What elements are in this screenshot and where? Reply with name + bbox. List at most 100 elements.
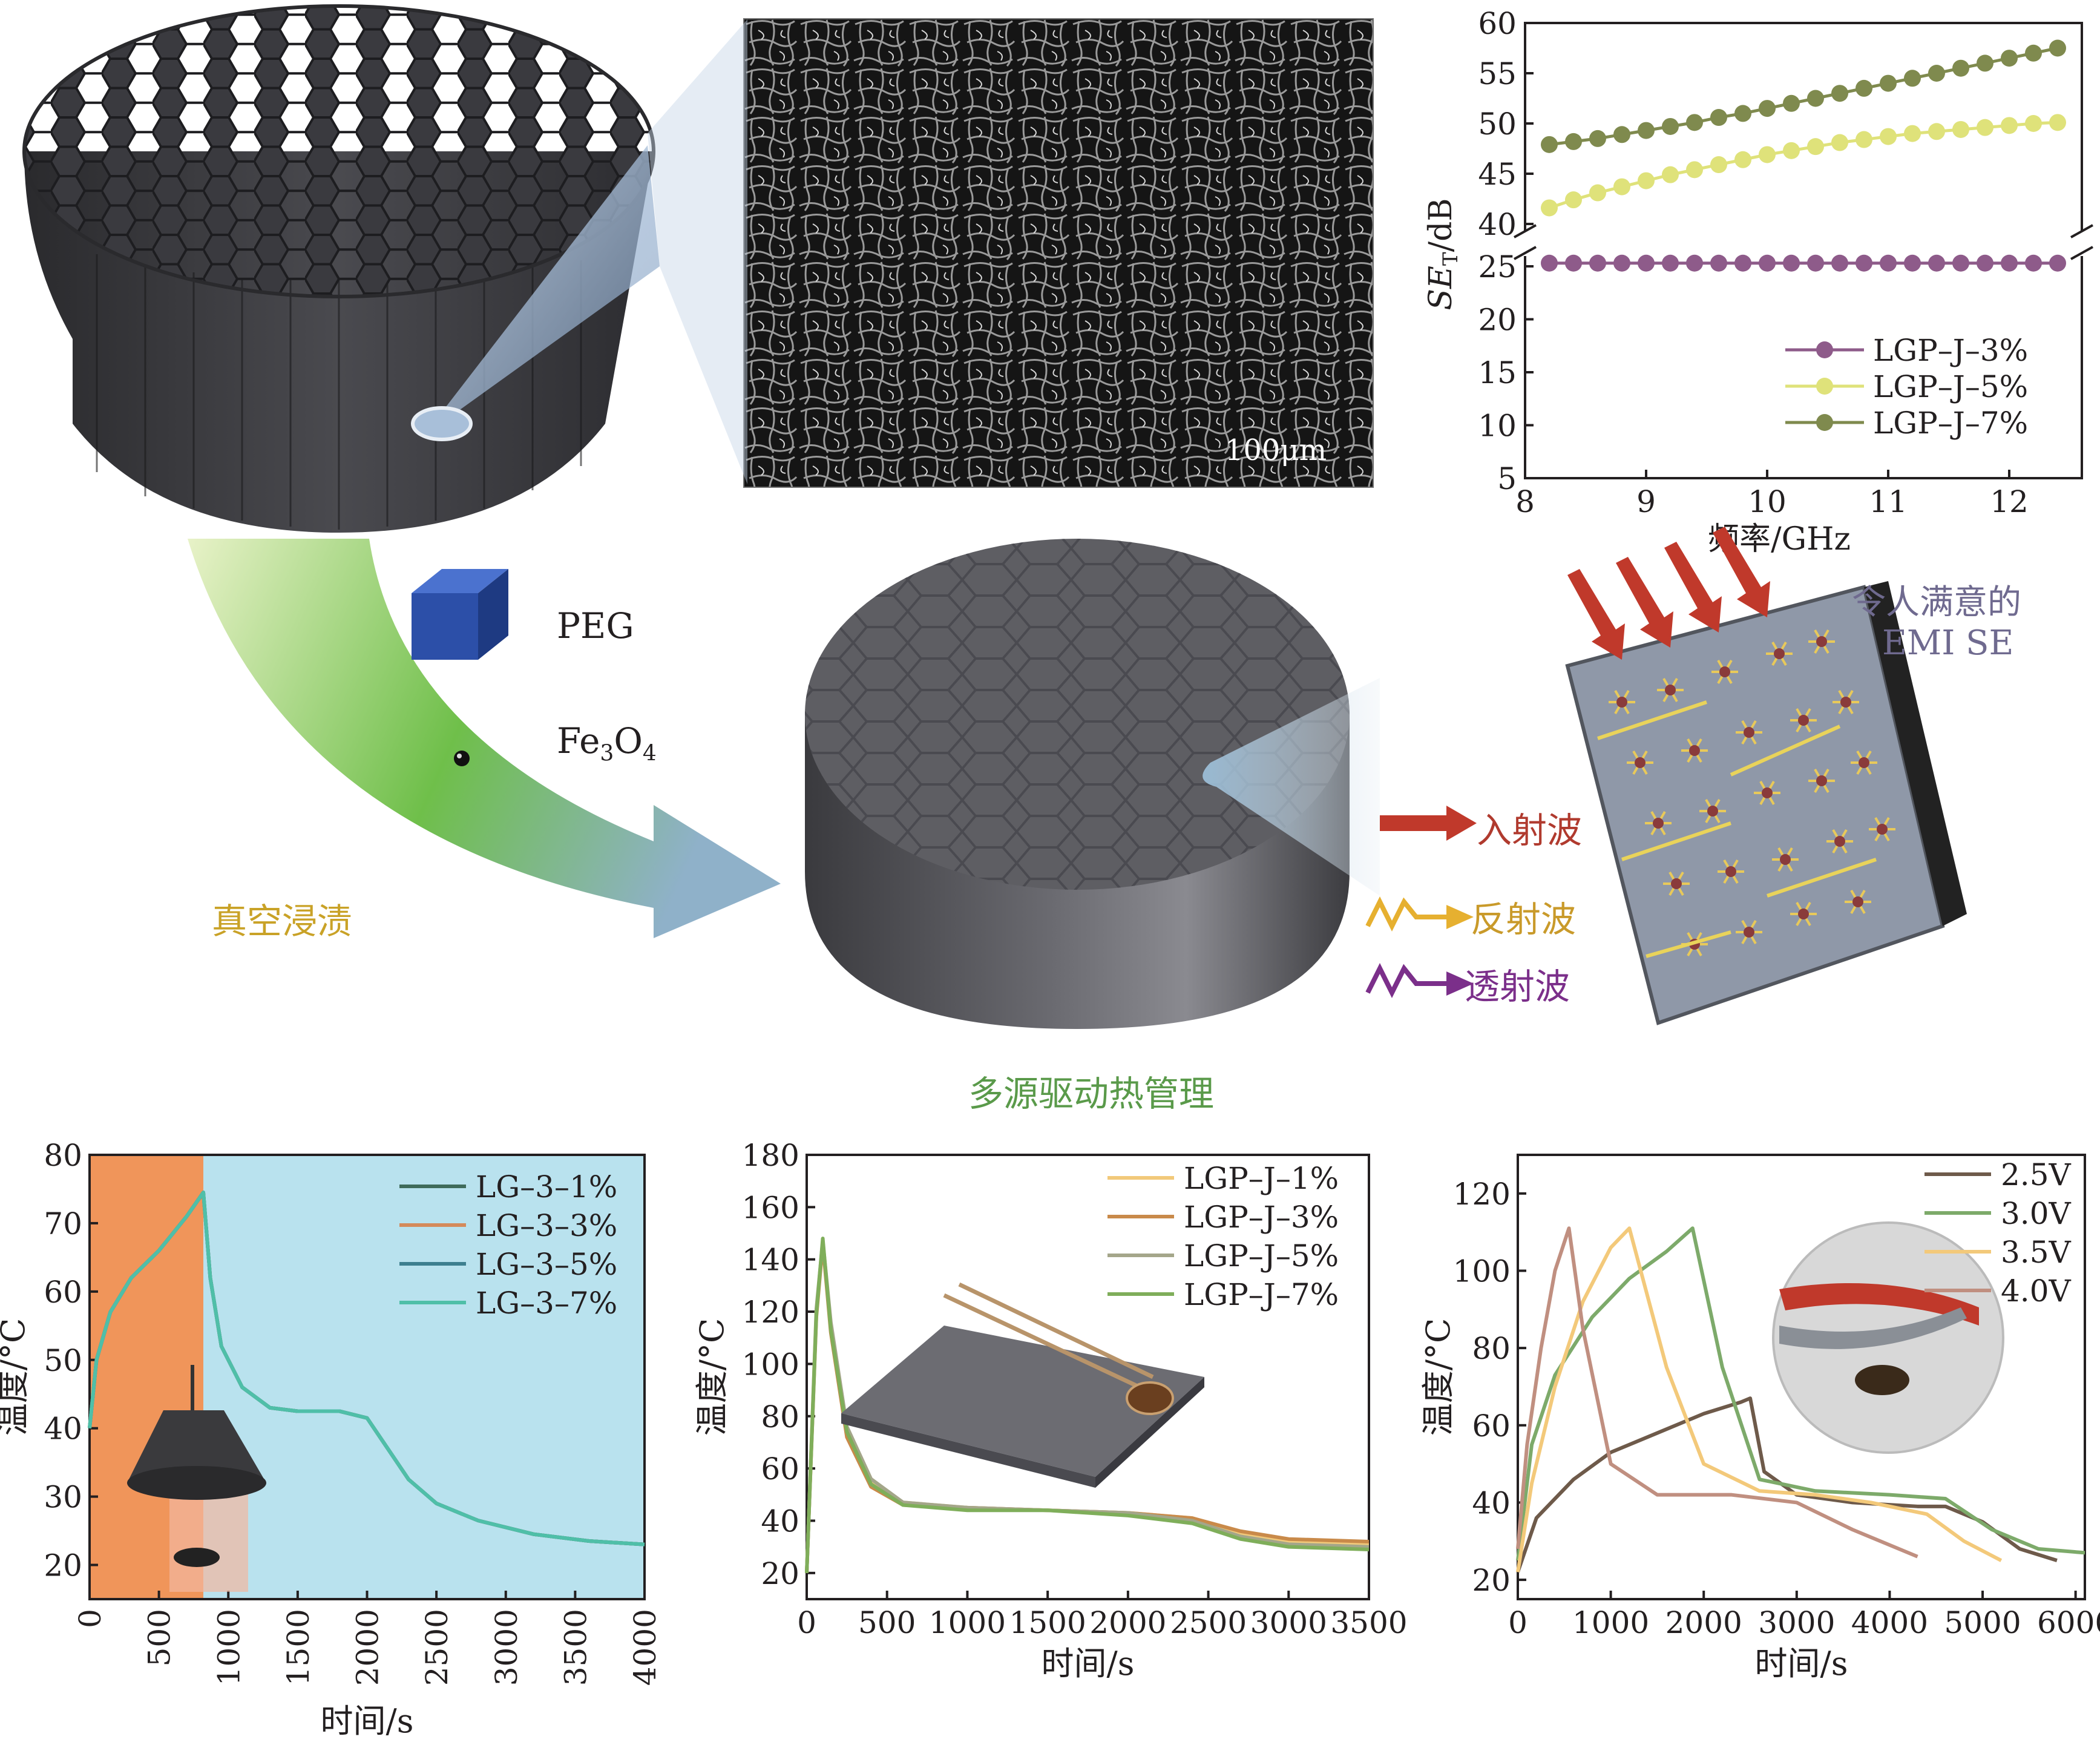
x-tick-label: 11 bbox=[1869, 484, 1908, 519]
legend-marker bbox=[1816, 341, 1833, 358]
slab-particle bbox=[1834, 836, 1845, 847]
data-point bbox=[1589, 254, 1606, 272]
data-point bbox=[1831, 254, 1848, 272]
x-tick-label: 4000 bbox=[1851, 1605, 1928, 1640]
data-point bbox=[1928, 123, 1945, 140]
data-point bbox=[1613, 178, 1630, 196]
data-point bbox=[1977, 54, 1993, 72]
data-point bbox=[2049, 114, 2066, 131]
x-tick-label: 6000 bbox=[2037, 1605, 2100, 1640]
y-tick-label: 60 bbox=[44, 1275, 82, 1310]
x-tick-label: 1000 bbox=[211, 1609, 246, 1686]
data-point bbox=[2049, 39, 2066, 57]
y-tick-label: 20 bbox=[44, 1548, 82, 1583]
x-tick-label: 2500 bbox=[1170, 1605, 1247, 1640]
x-tick-label: 5000 bbox=[1944, 1605, 2021, 1640]
y-axis-label: SET/dB bbox=[1423, 198, 1463, 310]
x-tick-label: 9 bbox=[1636, 484, 1656, 519]
data-point bbox=[1904, 125, 1921, 142]
heat-driven-chart: 20 40 60 80 100 120 140 160 180 0 500 1000 1500 2000 2… bbox=[693, 1138, 1408, 1683]
slab-particle bbox=[1798, 909, 1809, 919]
electric-plate bbox=[1779, 1307, 1967, 1349]
slab-particle bbox=[1774, 648, 1785, 659]
data-point bbox=[2001, 254, 2018, 272]
peg-label: PEG bbox=[557, 605, 634, 646]
legend-label: LG–3–5% bbox=[476, 1247, 617, 1282]
data-point bbox=[1977, 119, 1993, 136]
y-axis-label: 温度/°C bbox=[1419, 1318, 1457, 1436]
y-tick-label: 10 bbox=[1478, 409, 1517, 444]
y-tick-label: 80 bbox=[1472, 1331, 1511, 1366]
fe3o4-o: O bbox=[614, 720, 643, 761]
legend-label: 2.5V bbox=[2001, 1157, 2072, 1192]
x-axis-label: 时间/s bbox=[1042, 1645, 1135, 1683]
heating-wire bbox=[1779, 1283, 1979, 1326]
y-tick-label: 20 bbox=[1478, 303, 1517, 338]
data-point bbox=[1904, 254, 1921, 272]
transmitted-wave-label: 透射波 bbox=[1465, 966, 1570, 1007]
data-point bbox=[1952, 254, 1969, 272]
legend-label: LGP–J–3% bbox=[1873, 333, 2028, 368]
slab-particle bbox=[1744, 927, 1754, 938]
lamp-base bbox=[127, 1466, 266, 1500]
data-point bbox=[1589, 184, 1606, 202]
data-point bbox=[2025, 115, 2042, 132]
sample-icon bbox=[1126, 1381, 1174, 1415]
y-tick-label: 40 bbox=[44, 1411, 82, 1447]
thermal-management-title: 多源驱动热管理 bbox=[968, 1073, 1215, 1114]
data-point bbox=[1856, 254, 1872, 272]
data-point bbox=[2001, 50, 2018, 67]
slab-fiber bbox=[1730, 725, 1841, 777]
series-line bbox=[1549, 47, 2058, 146]
y-axis-label: 温度/°C bbox=[693, 1318, 731, 1436]
light-plot-area: 20 30 40 50 60 70 80 0 500 1000 1500 2000 2500 3000 35… bbox=[0, 1138, 663, 1740]
data-point bbox=[1734, 151, 1751, 168]
y-tick-label: 25 bbox=[1478, 249, 1517, 284]
x-tick-label: 2500 bbox=[419, 1609, 454, 1686]
slab-particle bbox=[1762, 787, 1773, 798]
slab-fiber bbox=[1646, 930, 1731, 958]
slab-particle bbox=[1725, 866, 1736, 877]
series-line bbox=[1516, 1226, 2085, 1561]
data-point bbox=[1710, 156, 1727, 174]
light-driven-chart: 20 30 40 50 60 70 80 0 500 1000 1500 2000 2500 3000 35… bbox=[0, 1138, 663, 1740]
legend-label: LG–3–7% bbox=[476, 1286, 617, 1321]
x-tick-label: 2000 bbox=[1665, 1605, 1742, 1640]
reflected-wave-label: 反射波 bbox=[1471, 899, 1577, 940]
y-tick-label: 160 bbox=[742, 1190, 799, 1225]
emi-result-line2: EMI SE bbox=[1882, 623, 2014, 663]
data-point bbox=[2025, 254, 2042, 272]
y-tick-label: 55 bbox=[1478, 56, 1517, 91]
sample-icon bbox=[174, 1548, 220, 1567]
data-point bbox=[1807, 138, 1824, 156]
data-point bbox=[1759, 146, 1776, 163]
data-point bbox=[1783, 94, 1800, 112]
data-point bbox=[1928, 65, 1945, 82]
y-tick-label: 20 bbox=[1472, 1563, 1511, 1598]
y-tick-label: 140 bbox=[742, 1243, 799, 1278]
y-tick-label: 45 bbox=[1478, 157, 1517, 192]
y-tick-label: 40 bbox=[1478, 207, 1517, 242]
x-tick-label: 1000 bbox=[1572, 1605, 1649, 1640]
data-point bbox=[1613, 254, 1630, 272]
incident-wave-label: 入射波 bbox=[1477, 810, 1583, 851]
x-axis-label: 时间/s bbox=[321, 1702, 414, 1740]
y-tick-label: 120 bbox=[742, 1295, 799, 1330]
fe3o4-label: Fe3O4 bbox=[557, 720, 657, 766]
data-point bbox=[1759, 254, 1776, 272]
slab-particle bbox=[1859, 757, 1869, 768]
data-point bbox=[1541, 254, 1558, 272]
x-tick-label: 1500 bbox=[281, 1609, 316, 1686]
x-tick-label: 0 bbox=[1508, 1605, 1527, 1640]
data-point bbox=[1880, 74, 1897, 92]
zoom-lines bbox=[648, 19, 747, 484]
lamp-icon bbox=[127, 1410, 266, 1483]
axis-break-mark bbox=[1514, 246, 1537, 260]
fe3o4-fe: Fe bbox=[557, 720, 600, 761]
data-point bbox=[1904, 70, 1921, 87]
incident-wave-arrow-icon bbox=[1380, 806, 1477, 841]
x-tick-label: 1000 bbox=[929, 1605, 1006, 1640]
data-point bbox=[2001, 117, 2018, 134]
